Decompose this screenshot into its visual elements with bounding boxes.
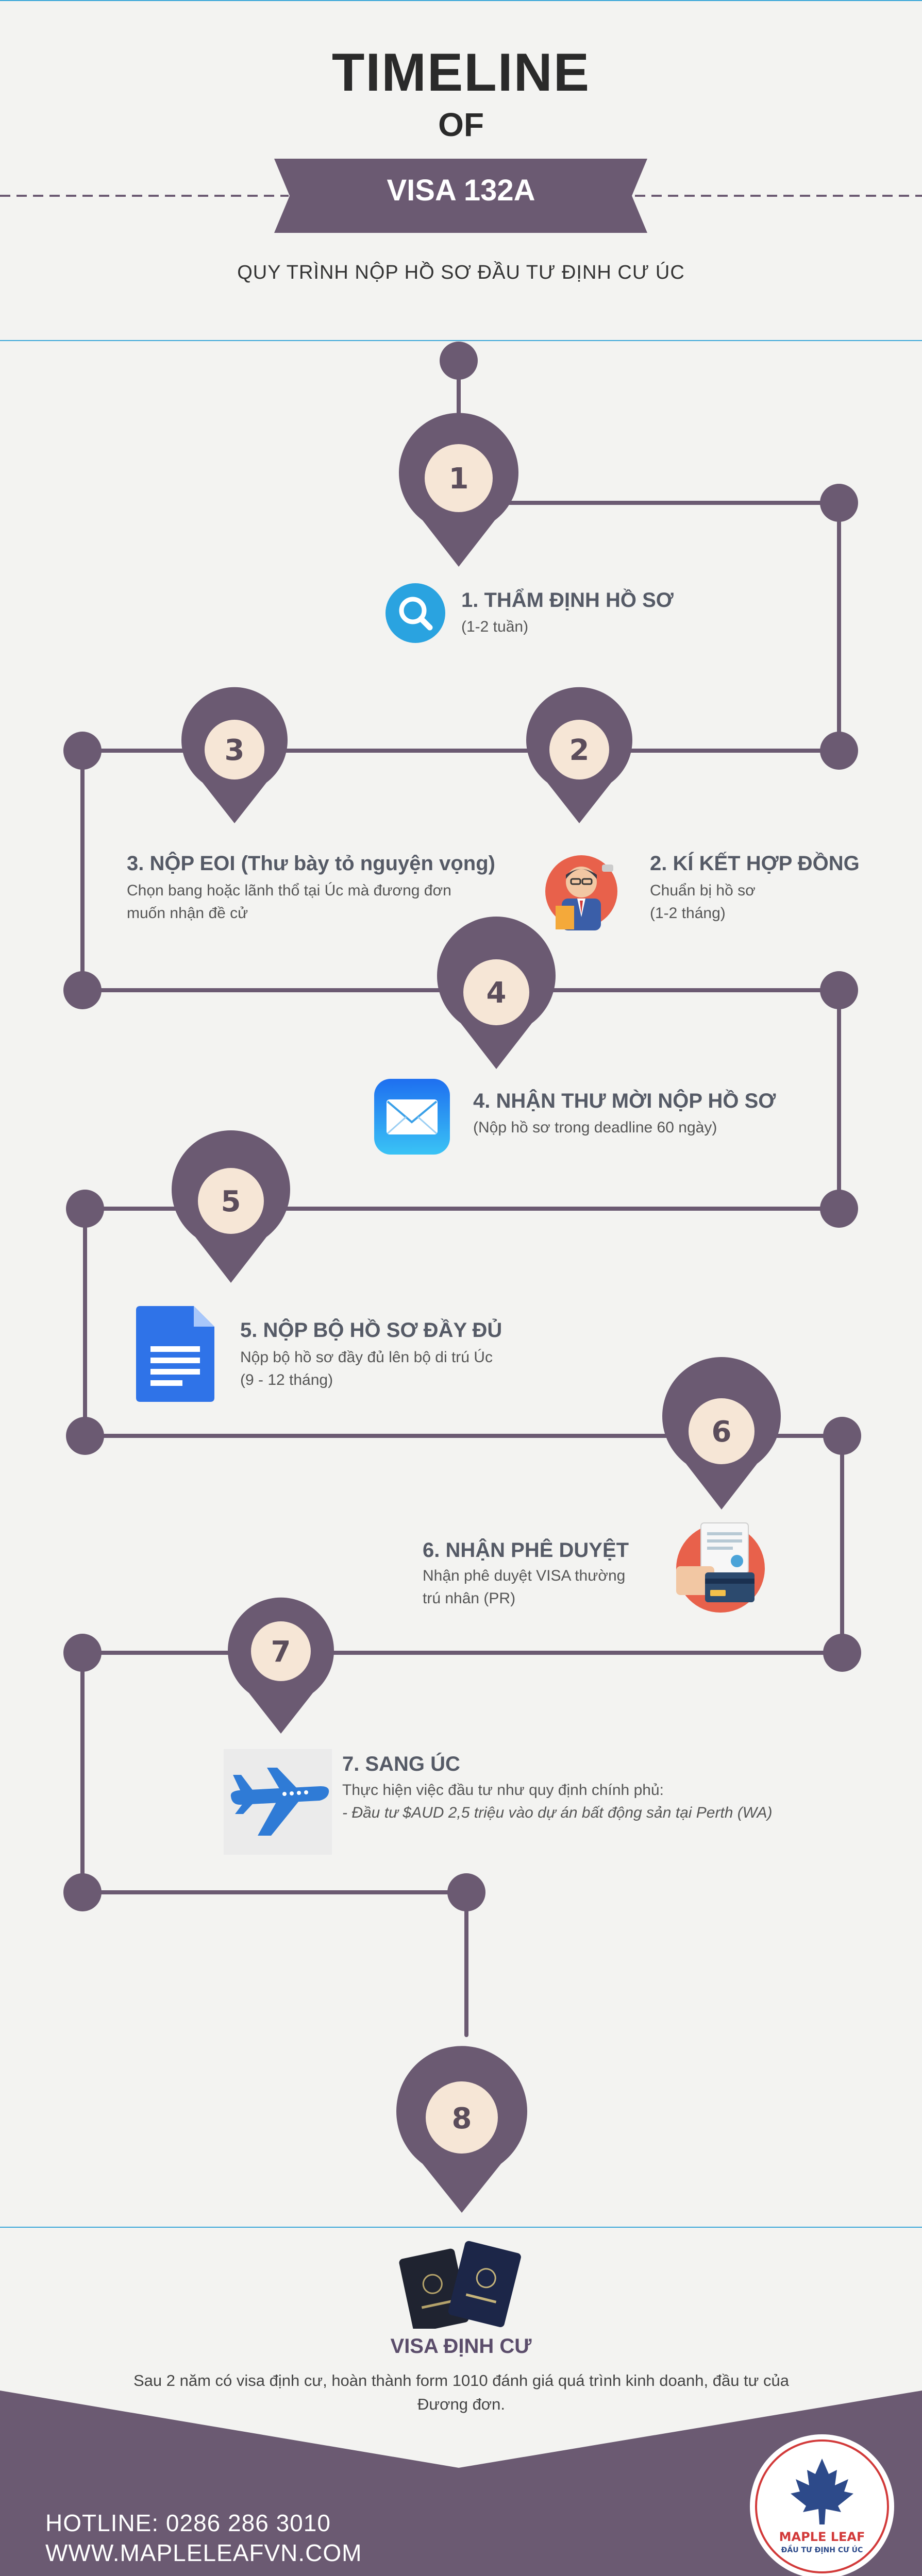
step-1-desc: (1-2 tuần): [461, 618, 529, 635]
node-6-right: [823, 1417, 861, 1455]
step-2-title: 2. KÍ KẾT HỢP ĐỒNG: [650, 852, 860, 875]
step-pin-2: 2: [526, 687, 632, 823]
title-of: OF: [438, 106, 484, 143]
step-number-3: 3: [225, 734, 245, 767]
step-number-2: 2: [569, 734, 590, 767]
logo-tagline: ĐẦU TƯ ĐỊNH CƯ ÚC: [781, 2545, 863, 2554]
node-4-left: [63, 971, 102, 1009]
node-4-right: [820, 971, 858, 1009]
node-start: [440, 342, 478, 380]
step-5-desc-line-2: (9 - 12 tháng): [240, 1371, 333, 1388]
step-2-desc-line-1: Chuẩn bị hồ sơ: [650, 882, 756, 899]
maple-leaf-logo: MAPLE LEAF ĐẦU TƯ ĐỊNH CƯ ÚC: [750, 2434, 894, 2576]
step-3-title: 3. NỘP EOI (Thư bày tỏ nguyện vọng): [127, 852, 495, 875]
step-pin-1: 1: [399, 413, 518, 567]
step-6-title: 6. NHẬN PHÊ DUYỆT: [423, 1539, 629, 1562]
title-banner: [0, 159, 922, 233]
step-number-6: 6: [712, 1415, 732, 1449]
timeline-nodes: [63, 342, 861, 1911]
step-1-title: 1. THẨM ĐỊNH HỒ SƠ: [461, 589, 674, 612]
step-pin-6: 6: [662, 1357, 781, 1510]
step-4-desc: (Nộp hồ sơ trong deadline 60 ngày): [473, 1119, 717, 1136]
logo-name: MAPLE LEAF: [779, 2530, 865, 2544]
passport-icon: [399, 2241, 521, 2329]
final-divider: [0, 2227, 922, 2228]
step-pin-7: 7: [228, 1597, 334, 1734]
title-timeline: TIMELINE: [331, 43, 591, 103]
step-7-desc-line-1: Thực hiện việc đầu tư như quy định chính…: [342, 1782, 664, 1799]
footer-band: [0, 2391, 922, 2576]
step-6-desc-line-2: trú nhân (PR): [423, 1590, 516, 1607]
final-desc: Sau 2 năm có visa định cư, hoàn thành fo…: [133, 2371, 790, 2413]
step-2-desc-line-2: (1-2 tháng): [650, 905, 726, 922]
step-pin-8: 8: [396, 2046, 527, 2213]
step-number-8: 8: [452, 2102, 472, 2136]
node-8-right: [447, 1873, 485, 1911]
step-5-title: 5. NỘP BỘ HỒ SƠ ĐẦY ĐỦ: [240, 1319, 502, 1342]
header-divider: [0, 340, 922, 341]
step-6-desc-line-1: Nhận phê duyệt VISA thường: [423, 1567, 626, 1584]
step-pin-3: 3: [181, 687, 288, 823]
subtitle: QUY TRÌNH NỘP HỒ SƠ ĐẦU TƯ ĐỊNH CƯ ÚC: [237, 262, 685, 283]
node-7-left: [63, 1634, 102, 1672]
document-icon: [136, 1306, 214, 1402]
website-link[interactable]: WWW.MAPLELEAFVN.COM: [45, 2539, 362, 2566]
node-8-left: [63, 1873, 102, 1911]
hotline-text: HOTLINE: 0286 286 3010: [45, 2510, 331, 2536]
maple-leaf-icon: [791, 2459, 853, 2524]
node-6-left: [66, 1417, 104, 1455]
step-number-4: 4: [487, 976, 507, 1010]
step-7-title: 7. SANG ÚC: [342, 1753, 460, 1775]
step-pin-5: 5: [172, 1130, 290, 1283]
top-border-line: [0, 0, 922, 1]
node-3-left: [63, 732, 102, 770]
banner-title: VISA 132A: [387, 174, 535, 207]
banner-ribbon: [274, 159, 647, 233]
node-1-right: [820, 484, 858, 522]
airplane-icon: [224, 1749, 332, 1855]
timeline-path: 1 2 3 4 5 6 7: [63, 342, 861, 2213]
step-4-title: 4. NHẬN THƯ MỜI NỘP HỒ SƠ: [473, 1090, 776, 1112]
final-title: VISA ĐỊNH CƯ: [390, 2335, 532, 2358]
node-7-right: [823, 1634, 861, 1672]
step-number-7: 7: [271, 1635, 291, 1669]
search-icon: [385, 583, 445, 643]
step-3-desc-line-2: muốn nhận đề cử: [127, 905, 248, 922]
node-2-right: [820, 732, 858, 770]
businessman-icon: [545, 855, 617, 930]
node-5-left: [66, 1190, 104, 1228]
step-number-1: 1: [449, 462, 469, 496]
step-number-5: 5: [221, 1185, 241, 1218]
step-pin-4: 4: [437, 916, 556, 1069]
mail-icon: [374, 1079, 450, 1155]
step-7-desc-line-2: - Đầu tư $AUD 2,5 triệu vào dự án bất độ…: [342, 1804, 773, 1821]
step-3-desc-line-1: Chọn bang hoặc lãnh thổ tại Úc mà đương …: [127, 882, 451, 899]
approval-card-icon: [676, 1522, 765, 1613]
step-5-desc-line-1: Nộp bộ hồ sơ đầy đủ lên bộ di trú Úc: [240, 1349, 493, 1366]
node-5-right: [820, 1190, 858, 1228]
